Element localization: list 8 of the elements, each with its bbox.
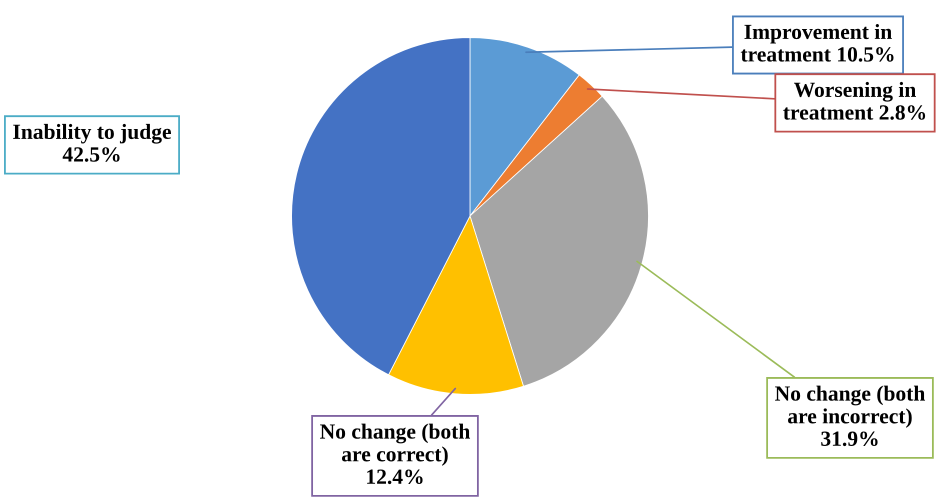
data-label: 31.9%	[821, 431, 878, 446]
slice-label: Worsening in treatment 2.8%	[783, 82, 926, 120]
slice-label: Improvement in treatment 10.5%	[740, 24, 894, 62]
slice-label: Inability to judge	[13, 124, 171, 144]
slice-label: No change (both are incorrect)	[775, 386, 926, 428]
data-label: 42.5%	[62, 147, 120, 162]
data-label: 12.4%	[367, 469, 423, 484]
slice-label: No change (both are correct)	[320, 424, 470, 466]
